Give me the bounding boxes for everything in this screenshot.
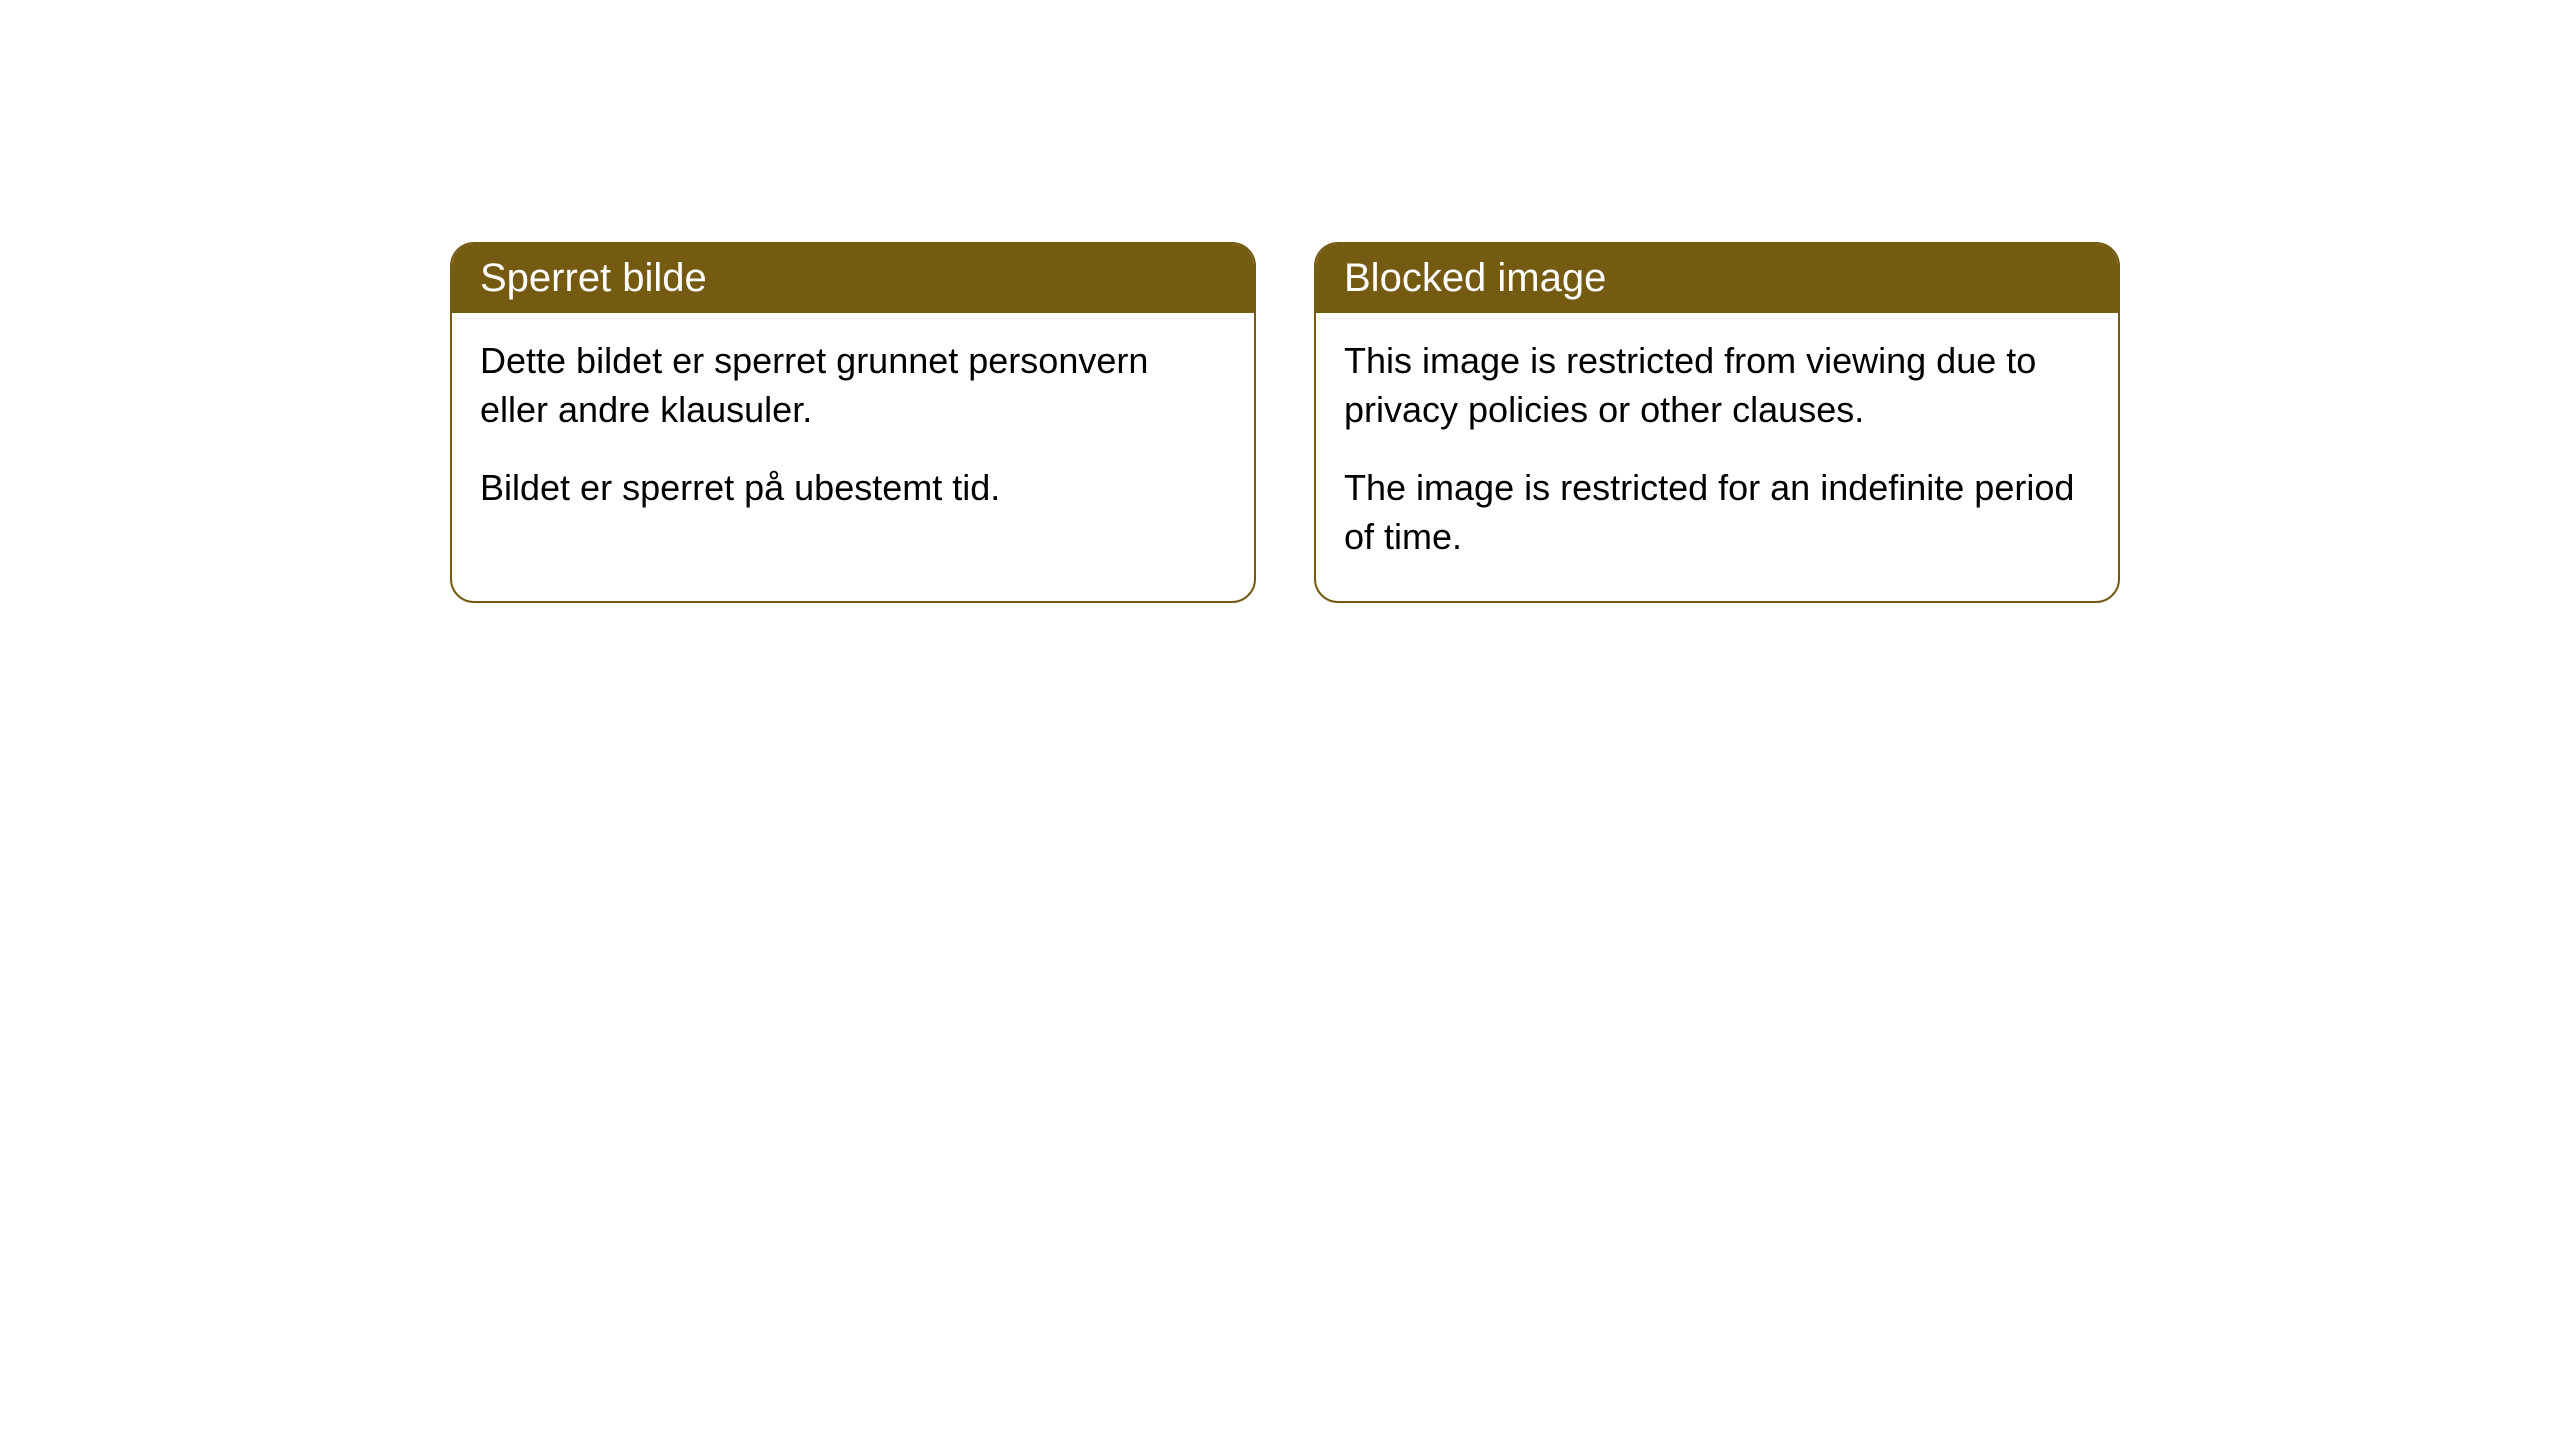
notice-card-english: Blocked image This image is restricted f… [1314,242,2120,603]
card-header-english: Blocked image [1316,244,2118,313]
card-body-english: This image is restricted from viewing du… [1316,313,2118,601]
notice-card-norwegian: Sperret bilde Dette bildet er sperret gr… [450,242,1256,603]
card-title: Blocked image [1344,256,1606,300]
notice-text-2: The image is restricted for an indefinit… [1344,464,2090,561]
notice-cards-container: Sperret bilde Dette bildet er sperret gr… [450,242,2120,603]
notice-text-2: Bildet er sperret på ubestemt tid. [480,464,1226,513]
card-header-norwegian: Sperret bilde [452,244,1254,313]
card-body-norwegian: Dette bildet er sperret grunnet personve… [452,313,1254,553]
notice-text-1: This image is restricted from viewing du… [1344,337,2090,434]
notice-text-1: Dette bildet er sperret grunnet personve… [480,337,1226,434]
card-title: Sperret bilde [480,256,707,300]
